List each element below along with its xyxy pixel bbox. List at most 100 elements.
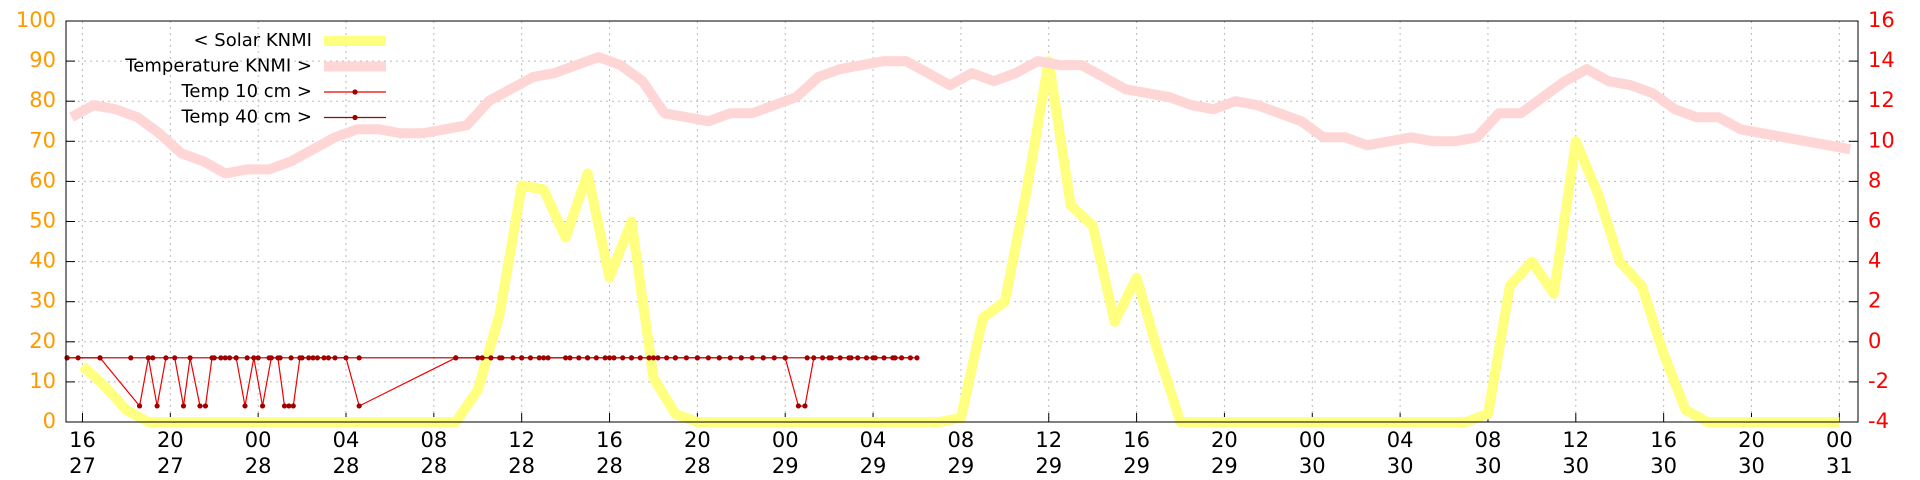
- data-point: [64, 355, 70, 361]
- data-point: [892, 355, 898, 361]
- y2-tick-label: 4: [1868, 249, 1881, 273]
- x-tick-label: 00 28: [244, 428, 272, 478]
- series-line: [79, 56, 1840, 427]
- data-point: [804, 355, 810, 361]
- x-tick-label: 00 29: [771, 428, 799, 478]
- y-tick-label: 0: [43, 409, 56, 433]
- data-point: [332, 355, 338, 361]
- data-point: [497, 355, 503, 361]
- legend-label: < Solar KNMI: [193, 30, 312, 51]
- data-point: [606, 355, 613, 361]
- data-point: [211, 355, 217, 361]
- x-tick-label: 08 29: [947, 428, 975, 478]
- x-tick-label: 20 28: [683, 428, 711, 478]
- x-tick-label: 00 31: [1825, 428, 1853, 478]
- data-point: [870, 355, 876, 361]
- data-point: [356, 355, 362, 361]
- legend-label: Temperature KNMI >: [124, 56, 312, 77]
- data-point: [321, 355, 327, 361]
- x-tick-label: 00 30: [1298, 428, 1326, 478]
- y-tick-label: 40: [29, 249, 56, 273]
- y2-tick-label: 6: [1868, 209, 1881, 233]
- data-point: [255, 355, 261, 361]
- data-point: [826, 355, 832, 361]
- y-tick-label: 70: [29, 128, 56, 152]
- data-point: [128, 355, 134, 361]
- plot-border: [65, 20, 1859, 423]
- x-tick-label: 16 30: [1650, 428, 1677, 478]
- data-point: [259, 403, 266, 409]
- data-point: [281, 403, 288, 409]
- y-tick-label: 100: [16, 8, 56, 32]
- data-point: [782, 355, 788, 361]
- data-point: [197, 403, 203, 409]
- y2-tick-label: 0: [1868, 329, 1881, 353]
- data-point: [738, 355, 744, 361]
- x-tick-label: 16 28: [596, 428, 623, 478]
- data-point: [286, 403, 292, 409]
- y2-tick-label: 14: [1868, 48, 1895, 72]
- data-point: [136, 403, 143, 409]
- data-point: [694, 355, 700, 361]
- data-point: [356, 403, 362, 409]
- y2-tick-label: 2: [1868, 289, 1881, 313]
- data-point: [848, 355, 854, 361]
- data-point: [914, 355, 920, 361]
- x-tick-label: 20 27: [156, 428, 184, 478]
- x-tick-label: 16 29: [1123, 428, 1150, 478]
- data-point: [202, 403, 209, 409]
- y-tick-label: 50: [29, 209, 56, 233]
- data-point: [154, 403, 160, 409]
- legend-label: Temp 10 cm >: [180, 81, 312, 102]
- data-point: [453, 355, 459, 361]
- x-tick-label: 20 30: [1738, 428, 1765, 478]
- data-point: [628, 355, 635, 361]
- data-point: [795, 403, 801, 409]
- y-tick-label: 80: [29, 88, 56, 112]
- data-point: [519, 355, 525, 361]
- legend-marker: [352, 89, 358, 95]
- y-tick-label: 60: [29, 168, 56, 192]
- data-point: [802, 403, 808, 409]
- data-point: [244, 355, 250, 361]
- y2-tick-label: 10: [1868, 128, 1895, 152]
- y2-tick-label: 8: [1868, 168, 1881, 192]
- x-tick-label: 04 29: [859, 428, 887, 478]
- data-point: [277, 355, 283, 361]
- data-point: [288, 355, 294, 361]
- y-tick-label: 90: [29, 48, 56, 72]
- legend-marker: [352, 114, 358, 121]
- y2-tick-label: -2: [1868, 369, 1889, 393]
- data-point: [180, 403, 187, 409]
- data-point: [563, 355, 569, 361]
- data-point: [290, 403, 296, 409]
- data-point: [242, 403, 248, 409]
- y2-tick-label: 12: [1868, 88, 1895, 112]
- data-point: [475, 355, 481, 361]
- x-tick-label: 04 28: [332, 428, 360, 478]
- data-point: [672, 355, 679, 361]
- data-point: [541, 355, 547, 361]
- y-tick-label: 20: [29, 329, 56, 353]
- data-point: [650, 355, 657, 361]
- y-tick-label: 30: [29, 289, 56, 313]
- series-line: [69, 52, 1852, 179]
- data-point: [299, 355, 305, 361]
- y2-tick-label: -4: [1868, 409, 1889, 433]
- legend-label: Temp 40 cm >: [180, 107, 312, 128]
- y-tick-label: 10: [29, 369, 56, 393]
- x-tick-label: 04 30: [1386, 428, 1414, 478]
- x-tick-label: 12 28: [508, 428, 536, 478]
- x-tick-label: 08 30: [1474, 428, 1502, 478]
- data-point: [716, 355, 722, 361]
- data-point: [584, 355, 591, 361]
- data-point: [97, 355, 103, 361]
- x-tick-label: 12 30: [1562, 428, 1590, 478]
- data-point: [760, 355, 766, 361]
- data-point: [222, 355, 228, 361]
- x-tick-label: 20 29: [1211, 428, 1238, 478]
- data-point: [233, 355, 239, 361]
- data-point: [150, 355, 156, 361]
